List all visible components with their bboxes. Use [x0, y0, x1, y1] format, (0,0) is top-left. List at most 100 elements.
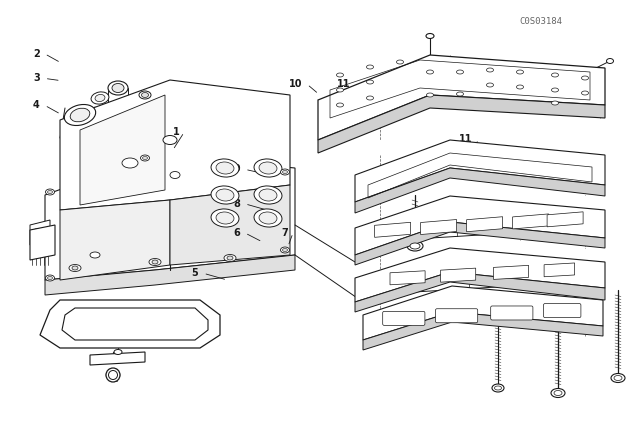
Polygon shape	[355, 272, 605, 312]
Ellipse shape	[211, 209, 239, 227]
Ellipse shape	[47, 190, 52, 194]
Ellipse shape	[552, 73, 559, 77]
Ellipse shape	[227, 256, 233, 260]
Ellipse shape	[108, 81, 128, 95]
Text: 5: 5	[191, 268, 198, 278]
Ellipse shape	[72, 266, 78, 270]
Ellipse shape	[109, 370, 118, 379]
Text: 2: 2	[33, 49, 40, 59]
Polygon shape	[390, 271, 425, 285]
Polygon shape	[467, 217, 502, 232]
Polygon shape	[440, 268, 476, 282]
Ellipse shape	[149, 258, 161, 266]
Polygon shape	[513, 214, 548, 229]
Ellipse shape	[47, 276, 52, 280]
Ellipse shape	[106, 368, 120, 382]
Polygon shape	[363, 312, 603, 350]
Ellipse shape	[280, 169, 289, 175]
Ellipse shape	[139, 91, 151, 99]
Polygon shape	[80, 95, 165, 205]
Ellipse shape	[224, 254, 236, 262]
Ellipse shape	[337, 103, 344, 107]
Polygon shape	[355, 140, 605, 202]
Polygon shape	[544, 263, 575, 277]
Ellipse shape	[552, 88, 559, 92]
Ellipse shape	[122, 158, 138, 168]
Text: 6: 6	[233, 228, 240, 238]
Ellipse shape	[607, 59, 614, 64]
Ellipse shape	[367, 80, 374, 84]
Ellipse shape	[582, 76, 589, 80]
Text: 10: 10	[289, 79, 302, 89]
Ellipse shape	[367, 96, 374, 100]
Polygon shape	[30, 225, 55, 260]
Ellipse shape	[486, 68, 493, 72]
Polygon shape	[60, 200, 170, 280]
Polygon shape	[90, 352, 145, 365]
FancyBboxPatch shape	[383, 311, 425, 325]
Ellipse shape	[112, 83, 124, 92]
Ellipse shape	[216, 189, 234, 201]
Ellipse shape	[492, 384, 504, 392]
Ellipse shape	[337, 73, 344, 77]
Ellipse shape	[141, 92, 148, 98]
Ellipse shape	[280, 247, 289, 253]
Polygon shape	[170, 185, 290, 265]
Ellipse shape	[45, 189, 54, 195]
Ellipse shape	[216, 212, 234, 224]
Ellipse shape	[552, 101, 559, 105]
Polygon shape	[355, 222, 605, 265]
Ellipse shape	[69, 264, 81, 271]
Polygon shape	[493, 265, 529, 280]
Polygon shape	[420, 220, 456, 234]
Polygon shape	[45, 155, 295, 280]
Ellipse shape	[282, 249, 287, 251]
Ellipse shape	[614, 375, 622, 380]
Polygon shape	[318, 95, 605, 153]
Ellipse shape	[90, 252, 100, 258]
Text: 1: 1	[172, 127, 179, 137]
Ellipse shape	[45, 275, 54, 281]
Polygon shape	[363, 286, 603, 340]
Ellipse shape	[170, 172, 180, 178]
Ellipse shape	[254, 186, 282, 204]
Ellipse shape	[259, 162, 277, 174]
Ellipse shape	[65, 104, 95, 125]
Text: 9: 9	[233, 164, 240, 174]
Ellipse shape	[254, 209, 282, 227]
Ellipse shape	[282, 171, 287, 173]
Text: 4: 4	[33, 100, 40, 110]
Ellipse shape	[259, 189, 277, 201]
Polygon shape	[62, 308, 208, 340]
FancyBboxPatch shape	[491, 306, 533, 320]
Ellipse shape	[114, 349, 122, 354]
Polygon shape	[318, 55, 605, 140]
Ellipse shape	[95, 95, 105, 102]
Ellipse shape	[426, 93, 433, 97]
Ellipse shape	[367, 65, 374, 69]
Ellipse shape	[516, 70, 524, 74]
Ellipse shape	[397, 60, 403, 64]
Text: C0S03184: C0S03184	[519, 17, 563, 26]
Ellipse shape	[456, 70, 463, 74]
Ellipse shape	[216, 162, 234, 174]
FancyBboxPatch shape	[543, 304, 581, 318]
Text: 8: 8	[233, 199, 240, 209]
Polygon shape	[62, 308, 208, 340]
Polygon shape	[355, 168, 605, 213]
Ellipse shape	[410, 243, 420, 249]
Polygon shape	[547, 212, 583, 227]
Polygon shape	[40, 300, 220, 348]
Ellipse shape	[554, 391, 562, 396]
Ellipse shape	[33, 228, 43, 236]
Polygon shape	[355, 248, 605, 302]
Ellipse shape	[152, 260, 158, 264]
Ellipse shape	[259, 212, 277, 224]
Text: 11: 11	[337, 79, 351, 89]
Ellipse shape	[611, 374, 625, 383]
Polygon shape	[45, 255, 295, 295]
Polygon shape	[30, 220, 50, 245]
Ellipse shape	[495, 386, 502, 390]
Ellipse shape	[70, 108, 90, 122]
Ellipse shape	[456, 92, 463, 96]
